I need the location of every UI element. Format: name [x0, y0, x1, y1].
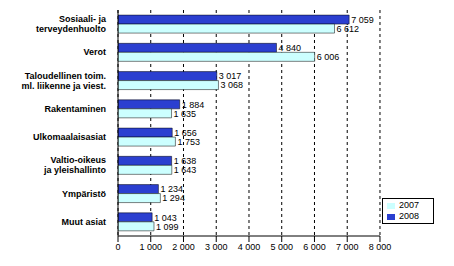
svg-text:7 059: 7 059: [351, 14, 374, 25]
svg-text:1 656: 1 656: [174, 127, 197, 138]
svg-text:2 000: 2 000: [172, 242, 195, 252]
svg-text:1 234: 1 234: [160, 184, 183, 195]
svg-text:1 635: 1 635: [174, 109, 197, 119]
svg-text:Muut asiat: Muut asiat: [61, 217, 106, 227]
svg-text:6 612: 6 612: [337, 24, 360, 34]
svg-text:1 099: 1 099: [156, 222, 179, 232]
svg-text:1 643: 1 643: [174, 165, 197, 175]
svg-text:Ulkomaalaisasiat: Ulkomaalaisasiat: [33, 132, 106, 142]
svg-text:0: 0: [115, 242, 120, 252]
svg-text:Verot: Verot: [83, 47, 106, 57]
svg-text:1 884: 1 884: [181, 99, 205, 110]
svg-text:5 000: 5 000: [270, 242, 293, 252]
html-text:2008: 2008: [399, 211, 419, 221]
svg-text:Ympäristö: Ympäristö: [62, 189, 107, 199]
svg-text:3 068: 3 068: [220, 80, 243, 90]
svg-text:8 000: 8 000: [369, 242, 392, 252]
svg-text:Rakentaminen: Rakentaminen: [44, 104, 106, 114]
svg-text:Valtio-oikeusja yleishallinto: Valtio-oikeusja yleishallinto: [43, 155, 107, 175]
svg-text:6 000: 6 000: [303, 242, 326, 252]
svg-text:1 294: 1 294: [162, 193, 185, 203]
svg-text:1 000: 1 000: [139, 242, 162, 252]
html-text:2007: 2007: [399, 200, 419, 210]
svg-text:3 017: 3 017: [218, 71, 242, 82]
svg-text:1 043: 1 043: [154, 212, 177, 223]
svg-text:6 006: 6 006: [317, 52, 340, 62]
svg-text:3 000: 3 000: [205, 242, 228, 252]
svg-text:4 840: 4 840: [278, 43, 301, 53]
svg-text:Taloudellinen toim.ml. liikenn: Taloudellinen toim.ml. liikenne ja viest…: [21, 71, 106, 91]
svg-text:1 753: 1 753: [177, 137, 200, 147]
svg-text:4 000: 4 000: [238, 242, 261, 252]
svg-text:7 000: 7 000: [336, 242, 359, 252]
svg-text:Sosiaali- jaterveydenhuolto: Sosiaali- jaterveydenhuolto: [36, 14, 107, 34]
svg-text:1 638: 1 638: [173, 156, 197, 166]
